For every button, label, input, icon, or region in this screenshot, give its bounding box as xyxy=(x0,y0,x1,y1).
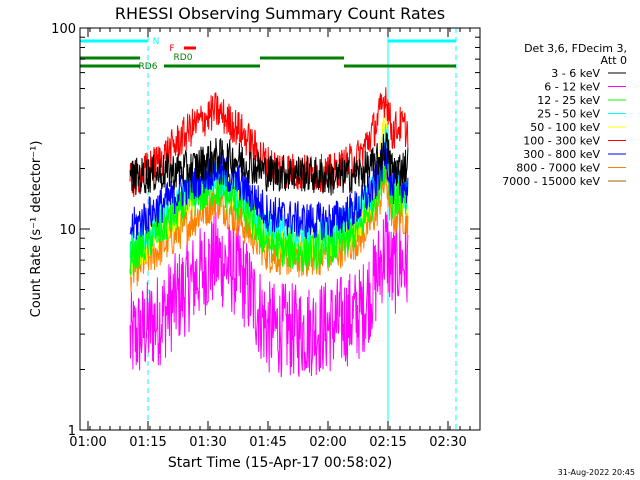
series-layer xyxy=(129,87,409,378)
x-tick-label-1: 01:15 xyxy=(129,435,166,450)
series-line-7 xyxy=(129,162,409,292)
legend-label-4: 50 - 100 keV xyxy=(530,121,600,134)
x-axis-label: Start Time (15-Apr-17 00:58:02) xyxy=(168,455,392,471)
legend-header-1: Att 0 xyxy=(601,54,627,67)
x-tick-label-5: 02:15 xyxy=(369,435,406,450)
x-tick-label-4: 02:00 xyxy=(309,435,346,450)
y-tick-label-0: 1 xyxy=(68,424,76,439)
flag-label-rd0: RD0 xyxy=(174,53,193,63)
x-axis: 01:00 01:15 01:30 01:45 02:00 02:15 02:30 xyxy=(69,28,481,450)
legend-label-0: 3 - 6 keV xyxy=(551,67,600,80)
y-tick-label-1: 10 xyxy=(59,223,76,238)
flag-label-n: N xyxy=(153,37,160,47)
legend-label-3: 25 - 50 keV xyxy=(537,108,600,121)
legend-label-8: 7000 - 15000 keV xyxy=(502,175,600,188)
y-axis-label: Count Rate (s⁻¹ detector⁻¹) xyxy=(29,141,44,318)
series-line-1 xyxy=(129,211,409,378)
legend-label-1: 6 - 12 keV xyxy=(544,81,600,94)
flag-bar-rd0-0 xyxy=(80,56,140,60)
x-tick-label-0: 01:00 xyxy=(69,435,106,450)
legend-label-6: 300 - 800 keV xyxy=(523,148,600,161)
x-tick-label-3: 01:45 xyxy=(249,435,286,450)
legend-header-0: Det 3,6, FDecim 3, xyxy=(524,42,627,55)
flag-label-f: F xyxy=(169,44,174,54)
footer-date: 31-Aug-2022 20:45 xyxy=(558,468,635,477)
x-tick-label-2: 01:30 xyxy=(189,435,226,450)
flag-bar-rd0-1 xyxy=(260,56,344,60)
series-line-2 xyxy=(129,152,409,276)
flag-bar-rd6-0 xyxy=(80,64,140,68)
x-tick-label-6: 02:30 xyxy=(429,435,466,450)
series-line-6 xyxy=(129,142,409,240)
flag-bar-rd6-1 xyxy=(164,64,260,68)
chart-title: RHESSI Observing Summary Count Rates xyxy=(115,4,445,23)
flag-label-rd6: RD6 xyxy=(139,62,158,72)
legend-label-7: 800 - 7000 keV xyxy=(516,162,600,175)
flag-bar-rd6-2 xyxy=(344,64,456,68)
flag-bar-n-1 xyxy=(388,39,456,43)
y-axis: 1 10 100 xyxy=(51,22,480,439)
legend-label-5: 100 - 300 keV xyxy=(523,135,600,148)
series-line-0 xyxy=(129,132,409,196)
flag-bar-n-0 xyxy=(80,39,148,43)
flag-bar-f-0 xyxy=(184,46,196,50)
legend-label-2: 12 - 25 keV xyxy=(537,94,600,107)
y-tick-label-2: 100 xyxy=(51,22,76,37)
